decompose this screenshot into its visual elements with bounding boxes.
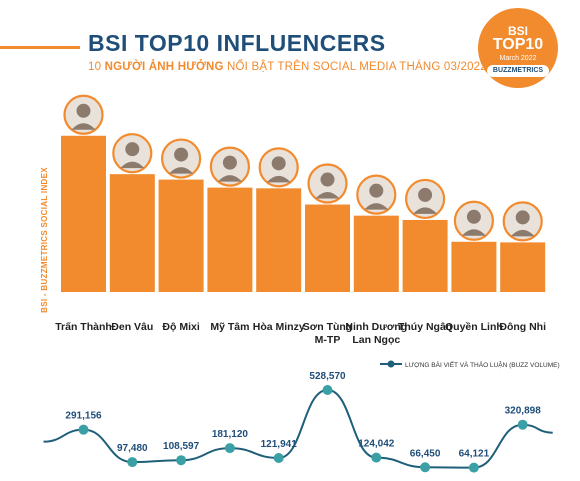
avatar-body-icon — [461, 229, 486, 236]
bar — [61, 135, 106, 292]
avatar-head-icon — [271, 156, 286, 171]
line-value-label: 528,570 — [309, 371, 346, 382]
category-label: Sơn Tùng — [303, 321, 352, 333]
category-label: Hòa Minzy — [253, 321, 305, 333]
bsi-badge-logo: BSI TOP10 March 2022 BUZZMETRICS — [478, 8, 558, 88]
bar-value-label: 25,426 — [458, 297, 490, 309]
avatar-body-icon — [71, 123, 96, 130]
badge-line3: March 2022 — [499, 55, 537, 62]
category-label: Đông Nhi — [499, 321, 546, 333]
avatar-body-icon — [266, 175, 291, 183]
avatar-head-icon — [222, 155, 237, 170]
category-label: Trấn Thành — [55, 321, 112, 333]
avatar-head-icon — [369, 183, 384, 198]
bar — [207, 187, 253, 292]
avatar-head-icon — [76, 103, 91, 118]
line-point — [176, 455, 187, 466]
bar-value-label: 36,493 — [409, 297, 441, 309]
line-value-label: 64,121 — [459, 449, 490, 460]
bar-value-label: 79,101 — [67, 297, 99, 309]
bar-value-label: 44,295 — [311, 297, 343, 309]
line-value-label: 124,042 — [358, 439, 395, 450]
badge-line1: BSI — [507, 24, 528, 38]
avatar-body-icon — [413, 207, 438, 214]
avatar-body-icon — [364, 203, 389, 210]
avatar-head-icon — [125, 142, 140, 157]
bar — [500, 242, 546, 292]
subtitle-prefix: 10 — [88, 61, 102, 73]
category-label: Lan Ngọc — [352, 334, 400, 346]
line-value-label: 108,597 — [163, 441, 200, 452]
bar-value-label: 52,485 — [263, 297, 295, 309]
badge-brand: BUZZMETRICS — [487, 65, 549, 77]
bar-value-label: 56,921 — [165, 297, 197, 309]
bar — [451, 241, 497, 292]
title-rule — [0, 46, 80, 49]
avatar-head-icon — [466, 209, 481, 224]
category-label: Quyền Linh — [445, 321, 503, 333]
legend-label: LƯỢNG BÀI VIẾT VÀ THẢO LUẬN (BUZZ VOLUME… — [405, 359, 560, 369]
line-point — [224, 443, 235, 454]
avatar-body-icon — [120, 161, 145, 169]
subtitle-suffix: NỔI BẬT TRÊN SOCIAL MEDIA THÁNG 03/2022 — [227, 61, 487, 73]
bar-value-label: 25,119 — [507, 297, 539, 309]
line-value-label: 291,156 — [65, 411, 102, 422]
category-label: Đen Vâu — [111, 321, 153, 333]
line-point — [273, 452, 284, 463]
bar — [256, 188, 302, 292]
subtitle-bold: NGƯỜI ẢNH HƯỞNG — [104, 61, 224, 73]
line-point — [322, 385, 333, 395]
bar — [353, 215, 399, 292]
buzz-volume-line — [43, 388, 553, 469]
category-label: Độ Mixi — [162, 321, 199, 333]
legend-marker — [387, 360, 395, 368]
bar — [305, 204, 350, 292]
bar — [158, 179, 204, 292]
avatar-head-icon — [174, 147, 189, 162]
line-value-label: 121,941 — [261, 439, 298, 450]
bar-value-label: 38,658 — [360, 297, 392, 309]
bar-value-label: 52,848 — [214, 297, 246, 309]
line-point — [420, 462, 431, 473]
category-label: Ninh Dương — [345, 321, 407, 333]
line-point — [517, 419, 528, 430]
line-value-label: 320,898 — [505, 406, 542, 417]
avatar-body-icon — [315, 192, 340, 199]
line-point — [127, 457, 138, 468]
bar — [402, 219, 448, 292]
line-value-label: 97,480 — [117, 443, 148, 454]
category-label: Thúy Ngân — [398, 321, 452, 333]
page-title: BSI TOP10 INFLUENCERS — [88, 30, 386, 56]
line-point — [78, 424, 89, 435]
category-label: M-TP — [315, 334, 341, 346]
line-value-label: 66,450 — [410, 448, 441, 459]
avatar-body-icon — [217, 175, 242, 182]
line-point — [371, 452, 382, 463]
line-value-label: 181,120 — [212, 429, 249, 440]
avatar-head-icon — [418, 187, 433, 202]
avatar-head-icon — [320, 172, 335, 187]
avatar-head-icon — [515, 210, 530, 225]
avatar-body-icon — [510, 229, 535, 237]
bar-value-label: 59,656 — [116, 297, 148, 309]
avatar-body-icon — [169, 167, 194, 174]
line-point — [468, 462, 479, 473]
badge-line2: TOP10 — [492, 36, 544, 53]
category-label: Mỹ Tâm — [210, 321, 249, 333]
bar — [109, 174, 155, 292]
page-subtitle: 10 NGƯỜI ẢNH HƯỞNG NỔI BẬT TRÊN SOCIAL M… — [88, 61, 487, 73]
